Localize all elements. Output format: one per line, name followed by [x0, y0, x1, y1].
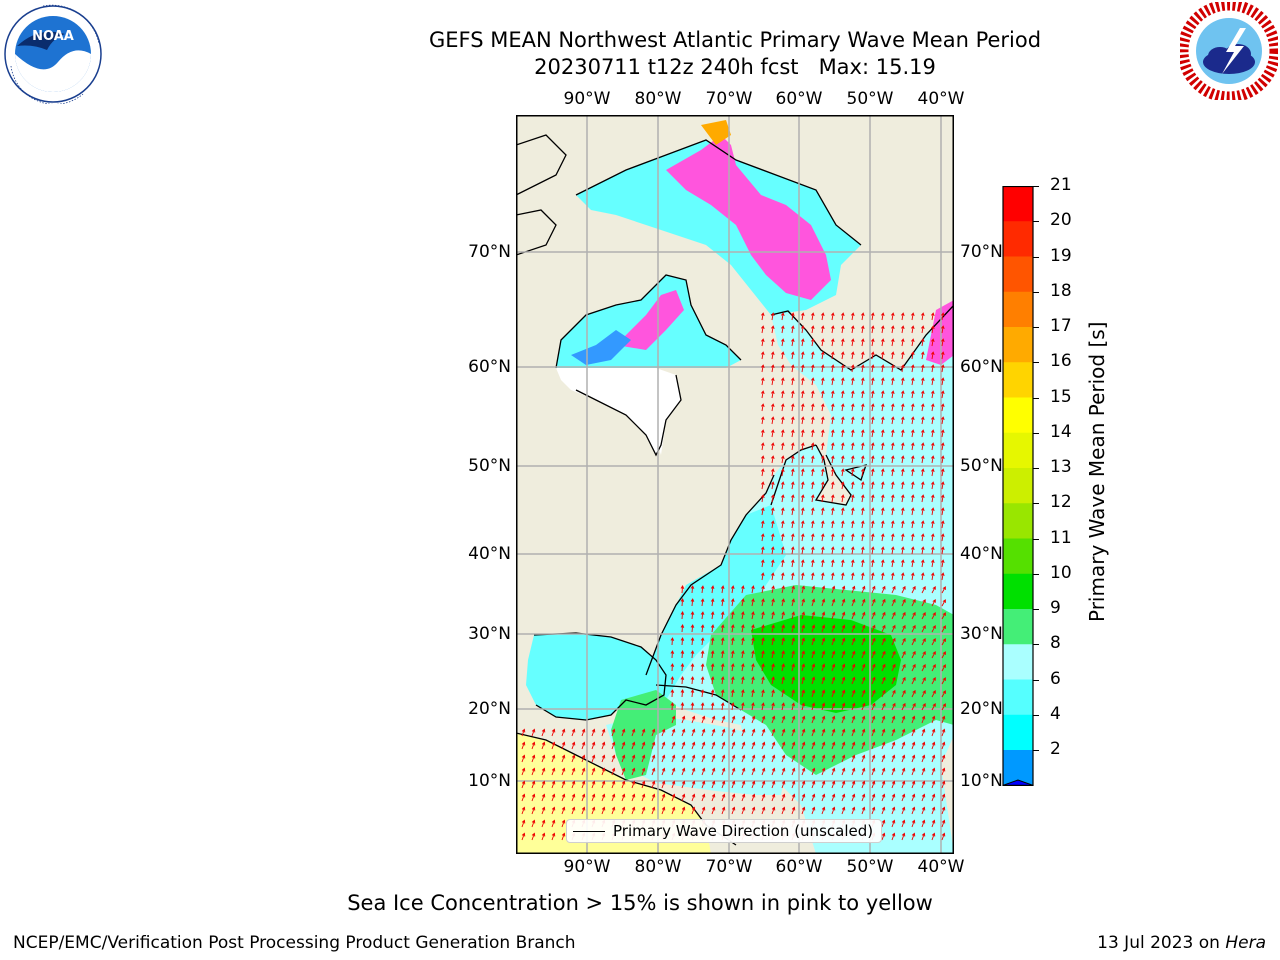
- colorbar-tick-mark: [1033, 680, 1039, 681]
- chart-title: GEFS MEAN Northwest Atlantic Primary Wav…: [0, 27, 1280, 53]
- chart-subtitle: 20230711 t12z 240h fcst Max: 15.19: [0, 54, 1280, 80]
- colorbar-tick-label: 15: [1050, 387, 1072, 407]
- sea-ice-note: Sea Ice Concentration > 15% is shown in …: [0, 891, 1280, 915]
- colorbar-tick-label: 4: [1050, 704, 1061, 724]
- colorbar-tick-mark: [1033, 609, 1039, 610]
- colorbar-segment: [1003, 468, 1033, 504]
- lat-label-right-10n: 10°N: [960, 771, 1003, 791]
- lon-label-bottom-50w: 50°W: [847, 857, 894, 877]
- colorbar-segment: [1003, 186, 1033, 222]
- colorbar-tick-mark: [1033, 186, 1039, 187]
- colorbar-tick-mark: [1033, 327, 1039, 328]
- colorbar-segment: [1003, 503, 1033, 539]
- wave-map: Primary Wave Direction (unscaled): [516, 115, 954, 854]
- lon-label-top-40w: 40°W: [918, 89, 965, 109]
- colorbar-tick-label: 2: [1050, 739, 1061, 759]
- colorbar-tick-mark: [1033, 715, 1039, 716]
- colorbar-tick-label: 6: [1050, 669, 1061, 689]
- legend-line-sample: [573, 831, 605, 832]
- lat-label-left-50n: 50°N: [451, 456, 511, 476]
- lat-label-right-20n: 20°N: [960, 699, 1003, 719]
- lat-label-right-60n: 60°N: [960, 357, 1003, 377]
- colorbar-tick-mark: [1033, 292, 1039, 293]
- colorbar-tick-label: 8: [1050, 633, 1061, 653]
- colorbar-tick-mark: [1033, 468, 1039, 469]
- colorbar-tick-mark: [1033, 503, 1039, 504]
- colorbar-segment: [1003, 715, 1033, 751]
- lon-label-top-90w: 90°W: [564, 89, 611, 109]
- lon-label-bottom-80w: 80°W: [635, 857, 682, 877]
- lat-label-right-50n: 50°N: [960, 456, 1003, 476]
- lat-label-right-30n: 30°N: [960, 624, 1003, 644]
- lon-label-bottom-70w: 70°W: [706, 857, 753, 877]
- colorbar-tick-mark: [1033, 221, 1039, 222]
- lon-label-top-60w: 60°W: [776, 89, 823, 109]
- svg-text:NOAA: NOAA: [32, 29, 74, 44]
- colorbar-tick-label: 19: [1050, 246, 1072, 266]
- lon-label-top-80w: 80°W: [635, 89, 682, 109]
- colorbar-tick-label: 10: [1050, 563, 1072, 583]
- colorbar-segment: [1003, 433, 1033, 469]
- footer-credit: NCEP/EMC/Verification Post Processing Pr…: [13, 933, 576, 953]
- colorbar-tick-mark: [1033, 539, 1039, 540]
- footer-host: Hera: [1225, 933, 1266, 953]
- footer-date-text: 13 Jul 2023 on: [1097, 933, 1220, 953]
- nws-logo: [1180, 2, 1278, 100]
- colorbar-segment: [1003, 398, 1033, 434]
- colorbar-tick-label: 18: [1050, 281, 1072, 301]
- legend-label: Primary Wave Direction (unscaled): [613, 822, 873, 840]
- colorbar-segment: [1003, 609, 1033, 645]
- colorbar-tick-mark: [1033, 644, 1039, 645]
- lon-label-top-70w: 70°W: [706, 89, 753, 109]
- noaa-logo: NOAA: [3, 4, 103, 104]
- colorbar-tick-label: 13: [1050, 457, 1072, 477]
- lat-label-left-10n: 10°N: [451, 771, 511, 791]
- colorbar-tick-label: 17: [1050, 316, 1072, 336]
- lat-label-left-70n: 70°N: [451, 242, 511, 262]
- colorbar-tick-label: 20: [1050, 210, 1072, 230]
- colorbar-segment: [1003, 574, 1033, 610]
- colorbar-tick-mark: [1033, 433, 1039, 434]
- colorbar-segment: [1003, 644, 1033, 680]
- colorbar-tick-label: 16: [1050, 351, 1072, 371]
- colorbar-tick-mark: [1033, 574, 1039, 575]
- lat-label-left-20n: 20°N: [451, 699, 511, 719]
- colorbar-segment: [1003, 221, 1033, 257]
- colorbar: [1000, 186, 1040, 786]
- lat-label-left-60n: 60°N: [451, 357, 511, 377]
- colorbar-segment: [1003, 539, 1033, 575]
- colorbar-tick-mark: [1033, 362, 1039, 363]
- colorbar-label: Primary Wave Mean Period [s]: [1085, 322, 1111, 622]
- colorbar-segment: [1003, 292, 1033, 328]
- colorbar-segment: [1003, 362, 1033, 398]
- lon-label-bottom-40w: 40°W: [918, 857, 965, 877]
- colorbar-segment: [1003, 327, 1033, 363]
- map-legend: Primary Wave Direction (unscaled): [566, 819, 882, 843]
- colorbar-tick-label: 14: [1050, 422, 1072, 442]
- colorbar-tick-mark: [1033, 257, 1039, 258]
- footer-date: 13 Jul 2023 on Hera: [1097, 933, 1266, 953]
- lat-label-left-40n: 40°N: [451, 544, 511, 564]
- colorbar-tick-label: 11: [1050, 528, 1072, 548]
- lon-label-bottom-90w: 90°W: [564, 857, 611, 877]
- colorbar-tick-mark: [1033, 398, 1039, 399]
- lon-label-top-50w: 50°W: [847, 89, 894, 109]
- colorbar-tick-label: 21: [1050, 175, 1072, 195]
- colorbar-tick-label: 12: [1050, 492, 1072, 512]
- colorbar-tick-mark: [1033, 750, 1039, 751]
- lat-label-right-70n: 70°N: [960, 242, 1003, 262]
- colorbar-segment: [1003, 257, 1033, 293]
- lat-label-right-40n: 40°N: [960, 544, 1003, 564]
- lat-label-left-30n: 30°N: [451, 624, 511, 644]
- lon-label-bottom-60w: 60°W: [776, 857, 823, 877]
- colorbar-segment: [1003, 680, 1033, 716]
- colorbar-tick-label: 9: [1050, 598, 1061, 618]
